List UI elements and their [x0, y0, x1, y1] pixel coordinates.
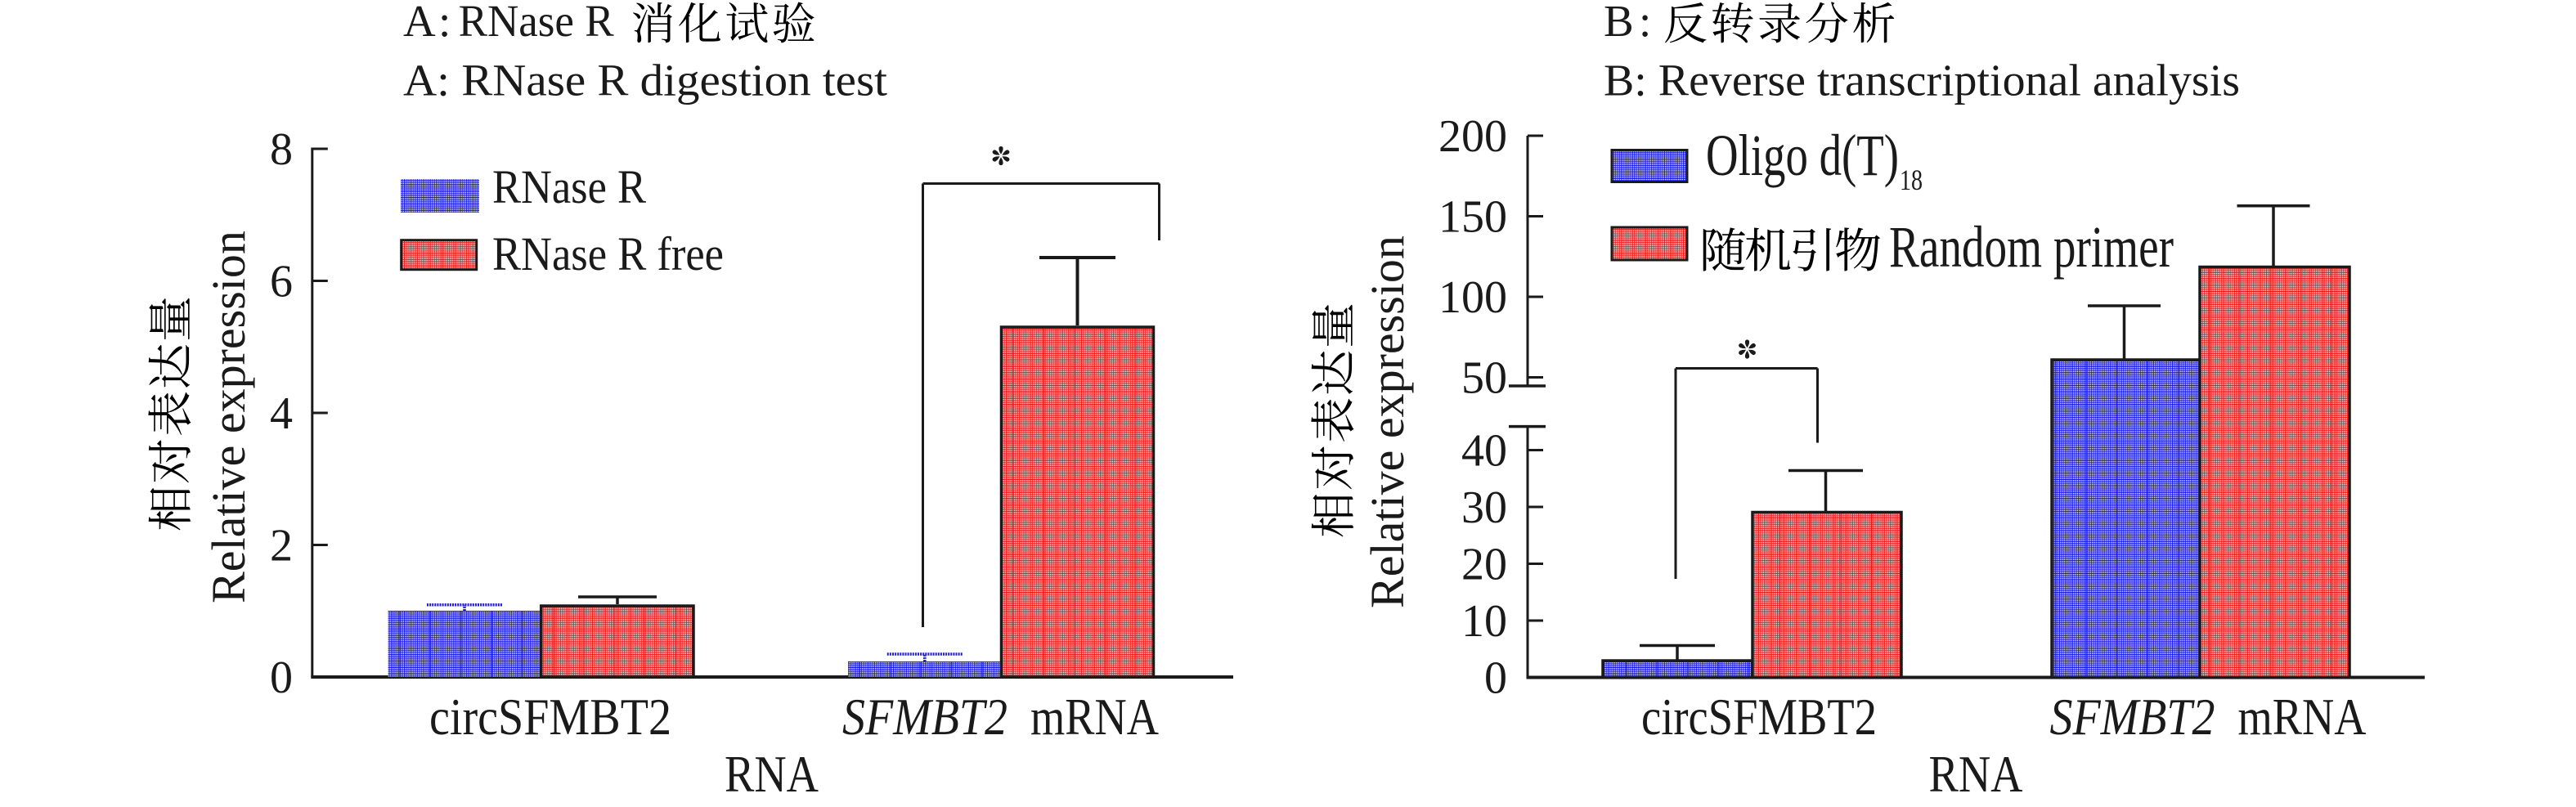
svg-text:10: 10 [1461, 596, 1507, 647]
svg-text:SFMBT2: SFMBT2 [2050, 688, 2215, 746]
svg-text:circSFMBT2: circSFMBT2 [1641, 688, 1877, 746]
svg-text:40: 40 [1461, 426, 1507, 477]
svg-text:mRNA: mRNA [1030, 688, 1159, 746]
svg-text:A: A [403, 0, 436, 46]
svg-text:150: 150 [1438, 192, 1507, 243]
svg-text:50: 50 [1461, 353, 1507, 404]
svg-text:4: 4 [270, 388, 293, 439]
svg-text:100: 100 [1438, 272, 1507, 323]
svg-text::: : [438, 0, 451, 46]
svg-text:Oligo d(T): Oligo d(T) [1706, 123, 1899, 188]
svg-text:30: 30 [1461, 482, 1507, 533]
svg-text:circSFMBT2: circSFMBT2 [429, 688, 671, 746]
svg-text:RNA: RNA [1929, 745, 2023, 803]
svg-text:0: 0 [1484, 653, 1507, 704]
svg-text:200: 200 [1438, 111, 1507, 162]
svg-text:B: B [1604, 0, 1634, 46]
svg-text:A: RNase R digestion test: A: RNase R digestion test [403, 56, 887, 105]
svg-text:RNase R: RNase R [459, 0, 614, 46]
svg-text:8: 8 [270, 124, 293, 175]
svg-text:mRNA: mRNA [2238, 688, 2367, 746]
svg-text:RNase R: RNase R [492, 160, 646, 213]
svg-text:SFMBT2: SFMBT2 [842, 688, 1008, 746]
svg-text:B: Reverse transcriptional ana: B: Reverse transcriptional analysis [1604, 56, 2240, 105]
svg-text::: : [1639, 0, 1651, 46]
svg-text:20: 20 [1461, 540, 1507, 590]
svg-text:Relative expression: Relative expression [202, 231, 255, 603]
svg-text:Relative expression: Relative expression [1361, 235, 1414, 608]
svg-text:Random primer: Random primer [1889, 214, 2174, 280]
svg-text:18: 18 [1900, 164, 1923, 196]
svg-text:2: 2 [270, 521, 293, 572]
svg-text:0: 0 [270, 652, 293, 703]
svg-text:RNase R free: RNase R free [492, 227, 724, 280]
svg-text:RNA: RNA [725, 745, 819, 803]
svg-text:6: 6 [270, 257, 293, 307]
